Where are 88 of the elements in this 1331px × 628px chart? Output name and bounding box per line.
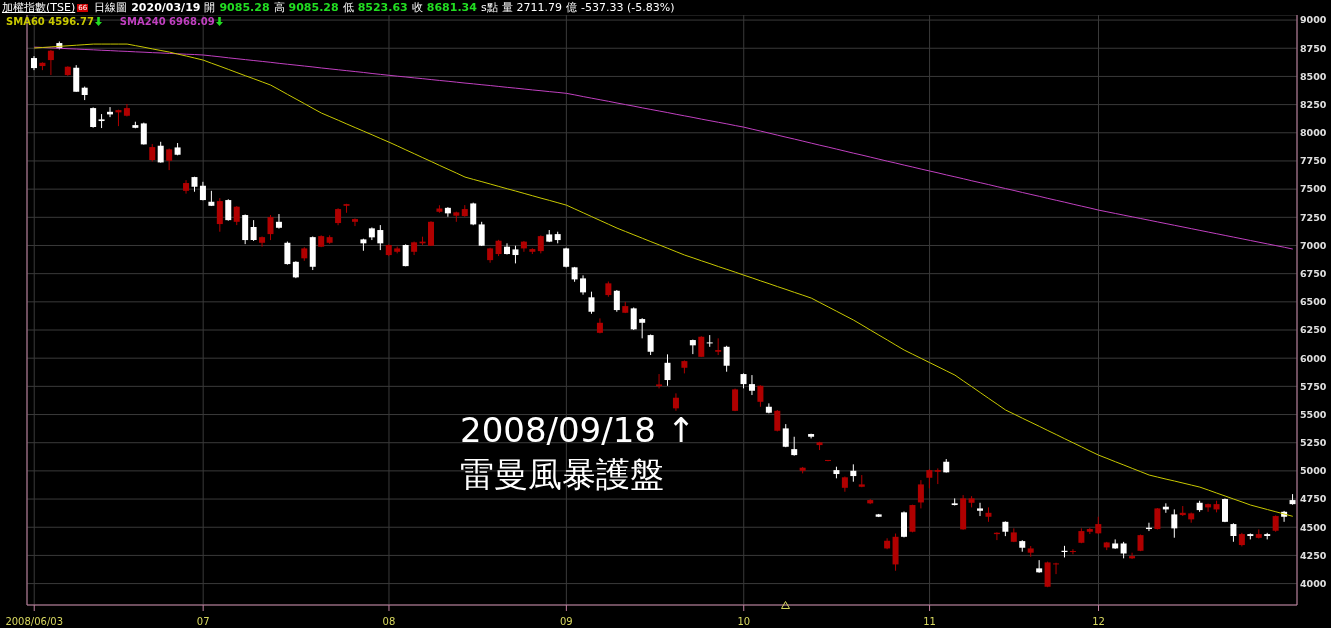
candlestick xyxy=(723,345,730,373)
y-tick-label: 8000 xyxy=(1300,127,1327,139)
y-tick-label: 4000 xyxy=(1300,577,1327,589)
y-tick-label: 7500 xyxy=(1300,183,1327,195)
x-tick-label: 07 xyxy=(196,616,210,627)
text: 收 xyxy=(411,0,423,15)
candlestick xyxy=(706,334,713,348)
candlestick xyxy=(977,502,984,517)
candlestick xyxy=(1171,508,1178,539)
text: 9085.28 xyxy=(219,1,270,14)
y-tick-label: 6250 xyxy=(1300,324,1327,336)
candlestick xyxy=(377,224,384,251)
y-tick-label: 5500 xyxy=(1300,408,1327,420)
candlestick xyxy=(630,306,637,331)
y-tick-label: 6750 xyxy=(1300,268,1327,280)
candlestick xyxy=(250,219,257,242)
y-tick-label: 4750 xyxy=(1300,493,1327,505)
candlestick xyxy=(1069,548,1076,555)
candlestick xyxy=(588,291,595,315)
text: 2020/03/19 xyxy=(131,1,201,14)
x-tick-label: 11 xyxy=(923,616,936,627)
candlestick xyxy=(580,274,587,296)
candlestick xyxy=(47,49,54,76)
text: SMA240 6968.09 xyxy=(119,16,216,27)
line-series xyxy=(33,43,1294,517)
candlestick xyxy=(444,206,451,218)
candlestick xyxy=(427,220,434,247)
candlestick xyxy=(748,374,755,396)
candlestick xyxy=(656,373,663,389)
candlestick xyxy=(233,205,240,226)
line-series xyxy=(33,46,1294,250)
candlestick xyxy=(90,106,97,129)
text: 8523.63 xyxy=(357,1,408,14)
y-tick-label: 6500 xyxy=(1300,296,1327,308)
y-tick-label: 7750 xyxy=(1300,155,1327,167)
x-tick-label: 09 xyxy=(560,616,573,627)
x-tick-label: 08 xyxy=(382,616,396,627)
candlestick xyxy=(791,436,798,457)
y-tick-label: 8750 xyxy=(1300,42,1327,54)
text: s點 xyxy=(480,0,498,15)
candlestick xyxy=(267,214,274,241)
text: 9085.28 xyxy=(288,1,339,14)
text: 2711.79 xyxy=(516,1,563,14)
candlestick xyxy=(157,141,164,164)
chart-subtitle: 日線圖 xyxy=(94,0,128,15)
x-tick-label: 2008/06/03 xyxy=(5,616,64,627)
y-tick-label: 5250 xyxy=(1300,437,1327,449)
text: 億 xyxy=(566,0,578,15)
chart-title: 加權指數(TSE) xyxy=(2,0,76,15)
candlestick xyxy=(73,64,80,93)
x-tick-label: 12 xyxy=(1092,616,1105,627)
y-tick-label: 8250 xyxy=(1300,98,1327,110)
text: -537.33 (-5.83%) xyxy=(581,1,675,14)
y-tick-label: 8500 xyxy=(1300,70,1327,82)
candlestick xyxy=(537,234,544,254)
candlestick xyxy=(757,384,764,408)
text: 高 xyxy=(273,0,285,15)
y-tick-label: 5000 xyxy=(1300,465,1327,477)
text: 8681.34 xyxy=(426,1,477,14)
candlestick xyxy=(1230,522,1237,543)
y-tick-label: 7000 xyxy=(1300,239,1327,251)
candlestick xyxy=(259,235,266,248)
candlestick xyxy=(1053,562,1060,575)
text: 量 xyxy=(501,0,513,15)
candlestick xyxy=(613,289,620,313)
candlestick xyxy=(926,468,933,489)
y-tick-label: 5750 xyxy=(1300,380,1327,392)
candlestick xyxy=(1205,503,1212,513)
y-tick-label: 6000 xyxy=(1300,352,1327,364)
candlestick xyxy=(917,479,924,509)
candlestick xyxy=(216,197,223,233)
candlestick xyxy=(478,221,485,247)
candlestick xyxy=(351,217,358,227)
candlestick xyxy=(664,353,671,387)
text: 低 xyxy=(342,0,354,15)
x-tick-label: 10 xyxy=(737,616,751,627)
candlestick xyxy=(672,392,679,412)
series-label: SMA60 4596.77 xyxy=(6,16,95,27)
candlestick xyxy=(225,198,232,222)
y-tick-label: 4250 xyxy=(1300,549,1327,561)
y-tick-label: 7250 xyxy=(1300,211,1327,223)
candlestick xyxy=(639,317,646,339)
text: 開 xyxy=(204,0,216,15)
candlestick xyxy=(284,241,291,266)
candlestick xyxy=(275,213,282,230)
y-tick-label: 4500 xyxy=(1300,521,1327,533)
y-tick-label: 9000 xyxy=(1300,14,1327,26)
annotation: 2008/09/18 ↑ 雷曼風暴護盤 xyxy=(460,409,696,496)
